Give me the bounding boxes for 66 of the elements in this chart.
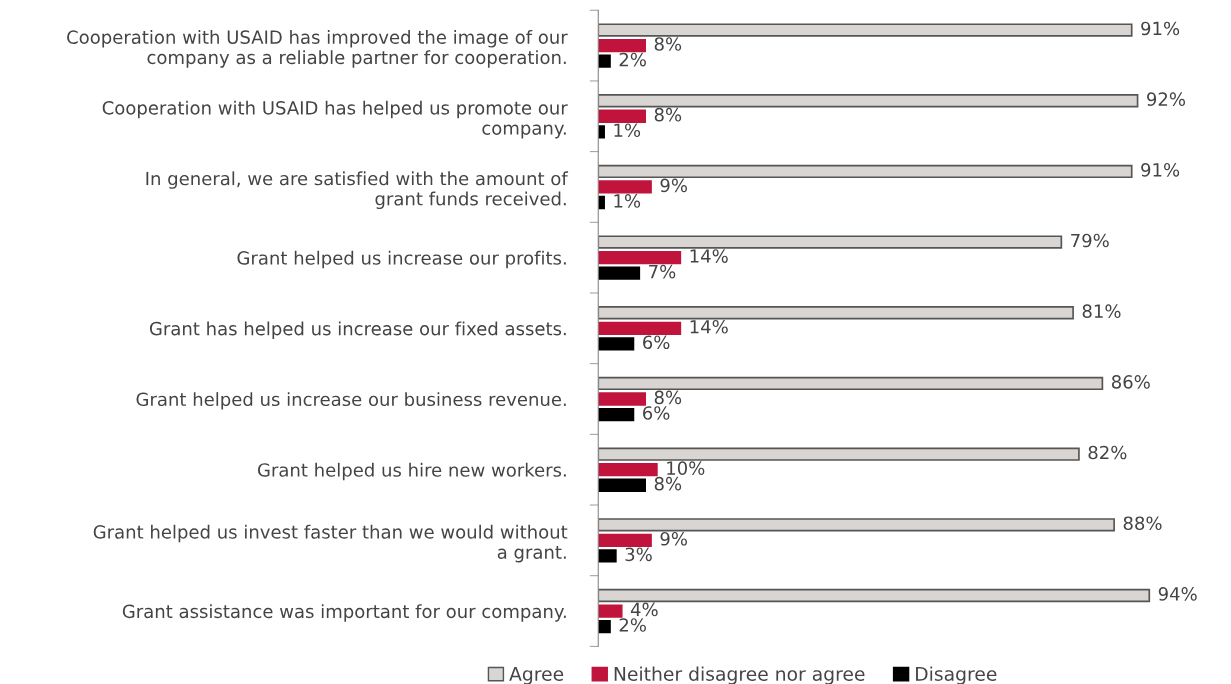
bar [598, 94, 1139, 108]
data-label: 91% [1141, 21, 1180, 36]
bar [598, 407, 635, 422]
data-label: 10% [667, 461, 705, 475]
y-tick-label: Cooperation with USAID has helped us promote our company. [102, 100, 568, 139]
bar [598, 619, 611, 634]
bar [598, 518, 1115, 532]
legend-label: Agree [509, 667, 564, 684]
data-label: 3% [625, 547, 652, 562]
y-tick-label: Grant assistance was important for our company. [122, 604, 566, 622]
bar [598, 180, 652, 194]
legend-label: Neither disagree nor agree [614, 666, 865, 684]
data-label: 4% [630, 602, 658, 617]
bar [598, 321, 682, 335]
data-label: 1% [614, 194, 641, 208]
y-tick-label: In general, we are satisfied with the amount of grant funds received. [146, 171, 569, 210]
data-label: 6% [643, 335, 670, 350]
bar [598, 463, 658, 477]
bar [598, 54, 611, 68]
y-tick-label: Grant has helped us increase our fixed assets. [149, 321, 566, 339]
legend-label: Disagree [916, 666, 997, 684]
data-label: 94% [1158, 587, 1197, 601]
data-label: 79% [1071, 233, 1109, 248]
data-label: 8% [654, 476, 682, 491]
bar [598, 392, 646, 406]
data-label: 7% [649, 264, 676, 279]
data-label: 9% [660, 531, 687, 546]
bar [598, 266, 641, 280]
y-tick-label: Grant helped us invest faster than we would without a grant. [93, 524, 568, 563]
bar [598, 447, 1080, 461]
bar [598, 38, 646, 53]
data-label: 82% [1088, 445, 1127, 460]
y-tick-label: Grant helped us increase our business revenue. [136, 392, 566, 410]
bar [598, 235, 1063, 249]
bar [598, 588, 1151, 603]
bar [598, 376, 1104, 391]
data-label: 92% [1147, 92, 1186, 106]
data-label: 8% [654, 390, 682, 405]
data-label: 86% [1111, 375, 1150, 389]
bar [598, 125, 605, 139]
y-tick-label: Grant helped us increase our profits. [237, 250, 566, 269]
data-label: 91% [1141, 162, 1180, 177]
bar [598, 164, 1133, 179]
data-label: 6% [643, 406, 670, 420]
data-label: 81% [1082, 304, 1121, 319]
data-label: 8% [654, 107, 682, 122]
bar [598, 306, 1074, 320]
data-label: 8% [654, 37, 682, 51]
data-label: 1% [614, 123, 641, 138]
y-tick-label: Cooperation with USAID has improved the image of our company as a reliable partner for cooperation. [67, 30, 568, 68]
bar [598, 337, 635, 351]
data-label: 14% [690, 249, 728, 263]
bar [598, 109, 646, 123]
bar [598, 23, 1133, 37]
bar [598, 250, 682, 265]
bar [598, 195, 605, 210]
data-label: 9% [660, 178, 687, 193]
bar [598, 549, 617, 563]
bar [598, 533, 652, 548]
data-label: 88% [1123, 516, 1162, 531]
y-tick-label: Grant helped us hire new workers. [257, 462, 566, 481]
bar [598, 604, 623, 618]
bar [598, 478, 646, 492]
data-label: 2% [619, 52, 646, 67]
data-label: 14% [690, 319, 728, 334]
data-label: 2% [619, 618, 646, 632]
